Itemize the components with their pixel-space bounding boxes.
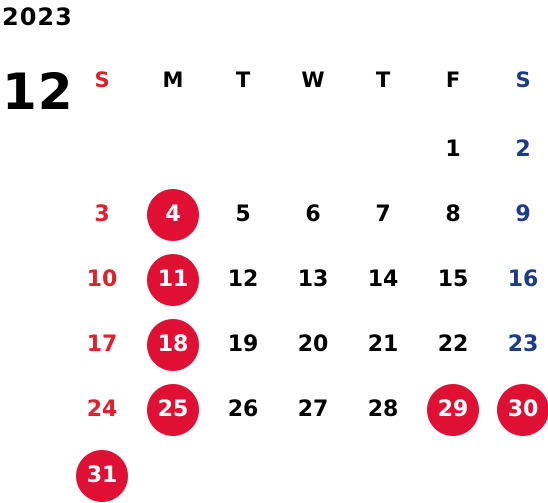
day-cell[interactable]: 17 bbox=[86, 332, 118, 357]
day-cell[interactable]: 23 bbox=[507, 332, 539, 357]
year-label: 2023 bbox=[2, 3, 73, 31]
day-cell[interactable]: 20 bbox=[297, 332, 329, 357]
day-cell[interactable]: 12 bbox=[227, 267, 259, 292]
day-cell-highlighted[interactable]: 29 bbox=[427, 384, 479, 436]
day-cell[interactable]: 7 bbox=[375, 202, 391, 227]
day-cell-highlighted[interactable]: 25 bbox=[147, 384, 199, 436]
weekday-tue: T bbox=[235, 67, 251, 92]
day-cell-highlighted[interactable]: 18 bbox=[147, 319, 199, 371]
day-cell[interactable]: 1 bbox=[445, 137, 461, 162]
day-cell-highlighted[interactable]: 4 bbox=[147, 189, 199, 241]
day-cell[interactable]: 15 bbox=[437, 267, 469, 292]
day-cell-highlighted[interactable]: 30 bbox=[497, 384, 548, 436]
day-cell[interactable]: 8 bbox=[445, 202, 461, 227]
weekday-thu: T bbox=[375, 67, 391, 92]
day-cell[interactable]: 14 bbox=[367, 267, 399, 292]
day-cell[interactable]: 9 bbox=[515, 202, 531, 227]
day-cell[interactable]: 13 bbox=[297, 267, 329, 292]
day-cell[interactable]: 21 bbox=[367, 332, 399, 357]
weekday-sun: S bbox=[94, 67, 110, 92]
day-cell[interactable]: 24 bbox=[86, 397, 118, 422]
weekday-fri: F bbox=[445, 67, 461, 92]
month-number: 12 bbox=[2, 63, 74, 121]
day-cell[interactable]: 27 bbox=[297, 397, 329, 422]
weekday-wed: W bbox=[301, 67, 325, 92]
weekday-sat: S bbox=[515, 67, 531, 92]
day-cell[interactable]: 10 bbox=[86, 267, 118, 292]
day-cell-highlighted[interactable]: 11 bbox=[147, 254, 199, 306]
day-cell[interactable]: 5 bbox=[235, 202, 251, 227]
weekday-mon: M bbox=[162, 67, 184, 92]
day-cell[interactable]: 26 bbox=[227, 397, 259, 422]
day-cell[interactable]: 28 bbox=[367, 397, 399, 422]
day-cell-highlighted[interactable]: 31 bbox=[76, 450, 128, 502]
day-cell[interactable]: 2 bbox=[515, 137, 531, 162]
day-cell[interactable]: 6 bbox=[305, 202, 321, 227]
day-cell[interactable]: 16 bbox=[507, 267, 539, 292]
day-cell[interactable]: 3 bbox=[94, 202, 110, 227]
day-cell[interactable]: 22 bbox=[437, 332, 469, 357]
day-cell[interactable]: 19 bbox=[227, 332, 259, 357]
